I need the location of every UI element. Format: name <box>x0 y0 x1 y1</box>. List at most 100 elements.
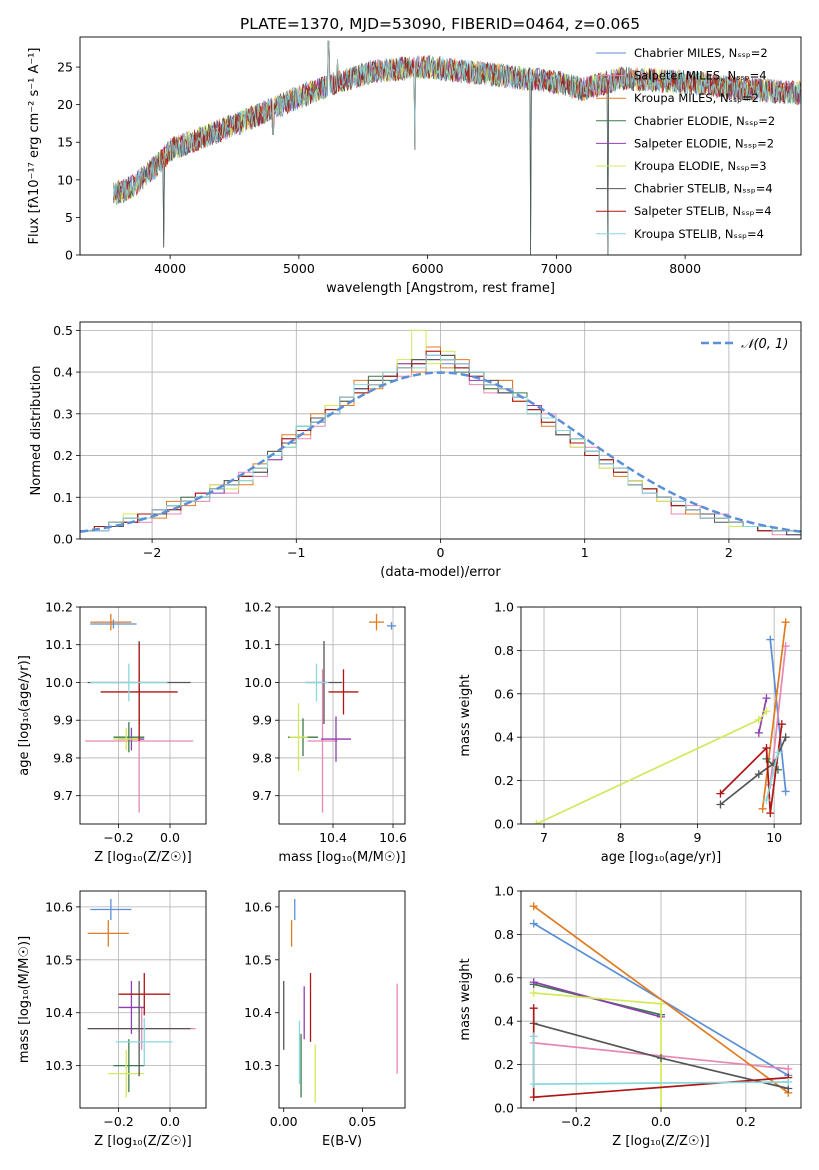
weight-marker-kroupa-stelib <box>784 1077 793 1086</box>
legend-label: Chabrier STELIB, Nₛₛₚ=4 <box>634 182 773 196</box>
y-tick-label: 10.6 <box>45 899 73 914</box>
weight-marker-kroupa-stelib <box>529 1032 538 1041</box>
weight-marker-kroupa-miles <box>758 804 767 813</box>
y-tick-label: 1.0 <box>494 600 514 615</box>
legend: Chabrier MILES, Nₛₛₚ=2 Salpeter MILES, Nₛ… <box>596 46 775 241</box>
x-axis-label: (data-model)/error <box>380 565 501 580</box>
weight-line-kroupa-elodie <box>535 710 768 824</box>
weight-marker-salpeter-stelib <box>777 720 786 729</box>
y-tick-label: 0.4 <box>53 365 73 380</box>
weight-marker-kroupa-miles <box>781 618 790 627</box>
axes-frame <box>79 606 207 825</box>
x-tick-label: 1 <box>581 545 589 560</box>
plot-area <box>521 607 801 824</box>
y-tick-label: 0.4 <box>494 730 514 745</box>
y-tick-label: 9.8 <box>252 750 272 765</box>
y-tick-label: 1.0 <box>494 884 514 899</box>
panel-mass_vs_ebv: 0.00 0.05 10.3 10.4 10.5 10.6 E(B-V) <box>244 890 406 1149</box>
y-tick-label: 0.8 <box>494 643 514 658</box>
plot-area <box>113 40 801 255</box>
legend-label: Kroupa STELIB, Nₛₛₚ=4 <box>634 227 764 241</box>
weight-marker-salpeter-stelib <box>529 1093 538 1102</box>
normal-curve <box>80 371 801 533</box>
weight-marker-salpeter-stelib <box>762 744 771 753</box>
plot-area <box>279 607 405 824</box>
legend-label: Chabrier ELODIE, Nₛₛₚ=2 <box>634 114 775 128</box>
y-tick-label: 0.2 <box>53 448 73 463</box>
weight-line-chabrier-stelib <box>719 736 787 806</box>
weight-marker-kroupa-elodie <box>657 999 665 1008</box>
y-tick-label: 25 <box>57 60 73 75</box>
y-tick-label: 10.5 <box>45 952 73 967</box>
weight-marker-kroupa-stelib <box>529 1080 538 1089</box>
y-tick-label: 10 <box>57 172 73 187</box>
y-tick-label: 10.5 <box>244 952 272 967</box>
y-tick-label: 9.9 <box>252 713 272 728</box>
y-tick-label: 10.4 <box>45 1005 73 1020</box>
legend-label: Salpeter STELIB, Nₛₛₚ=4 <box>634 204 772 218</box>
weight-marker-chabrier-miles <box>766 635 775 644</box>
y-tick-label: 10.0 <box>45 675 73 690</box>
x-axis-label: wavelength [Angstrom, rest frame] <box>326 281 555 296</box>
weight-marker-kroupa-elodie <box>754 715 763 724</box>
y-tick-label: 0.3 <box>53 406 73 421</box>
legend-label: Salpeter ELODIE, Nₛₛₚ=2 <box>634 136 774 150</box>
x-tick-label: −0.2 <box>103 830 133 845</box>
panel-age_vs_mass: 10.4 10.6 9.7 9.8 9.9 10.0 10.1 10.2 mass [log₁₀… <box>244 600 407 866</box>
y-tick-label: 0.2 <box>494 773 514 788</box>
plot-area <box>283 898 398 1103</box>
x-axis-label: E(B-V) <box>322 1134 362 1149</box>
legend-label: Chabrier MILES, Nₛₛₚ=2 <box>634 46 768 60</box>
axes-frame <box>79 321 802 540</box>
weight-marker-chabrier-stelib <box>781 733 790 742</box>
plot-area <box>80 891 206 1108</box>
weight-line-salpeter-elodie <box>533 981 662 1018</box>
weight-line-kroupa-miles <box>533 905 789 1094</box>
y-tick-label: 0.4 <box>494 1014 514 1029</box>
axes-frame <box>79 36 802 256</box>
x-tick-label: 0.0 <box>651 1114 671 1129</box>
x-tick-label: 0.2 <box>736 1114 756 1129</box>
x-tick-label: −1 <box>287 545 305 560</box>
x-tick-label: 7 <box>540 830 548 845</box>
y-axis-label: Normed distribution <box>29 366 44 496</box>
x-tick-label: −0.2 <box>103 1114 133 1129</box>
x-tick-label: 10 <box>766 830 782 845</box>
x-tick-label: 10.6 <box>379 830 407 845</box>
y-tick-label: 10.1 <box>45 637 73 652</box>
x-axis-label: Z [log₁₀(Z/Z☉)] <box>612 1134 709 1149</box>
figure-title: PLATE=1370, MJD=53090, FIBERID=0464, z=0… <box>240 15 640 33</box>
weight-line-kroupa-miles <box>761 622 787 809</box>
x-axis-label: Z [log₁₀(Z/Z☉)] <box>94 1134 191 1149</box>
plot-area <box>521 891 801 1108</box>
legend-label: Kroupa MILES, Nₛₛₚ=2 <box>634 91 759 105</box>
y-tick-label: 10.3 <box>45 1058 73 1073</box>
axes-frame <box>79 890 207 1109</box>
y-tick-label: 20 <box>57 97 73 112</box>
x-tick-label: 4000 <box>154 261 186 276</box>
chart-layer: 4000 5000 6000 7000 80000510152025wavelength… <box>17 36 802 1149</box>
x-tick-label: 10.4 <box>319 830 347 845</box>
weight-marker-chabrier-miles <box>781 787 790 796</box>
weight-marker-kroupa-stelib <box>762 796 771 805</box>
y-tick-label: 0 <box>65 248 73 263</box>
y-tick-label: 0.8 <box>494 927 514 942</box>
weight-marker-salpeter-elodie <box>529 978 538 987</box>
plot-area <box>80 607 206 824</box>
y-tick-label: 0.1 <box>53 490 73 505</box>
x-tick-label: 7000 <box>540 261 572 276</box>
legend-label: Kroupa ELODIE, Nₛₛₚ=3 <box>634 159 767 173</box>
panel-mass_vs_z: −0.2 0.0 10.3 10.4 10.5 10.6 Z [log₁₀(Z/Z☉)] ma… <box>17 890 207 1149</box>
legend-label: 𝒩(0, 1) <box>741 337 788 352</box>
weight-marker-salpeter-stelib <box>766 809 775 818</box>
weight-marker-chabrier-stelib <box>754 770 763 779</box>
x-tick-label: −2 <box>143 545 161 560</box>
y-tick-label: 0.5 <box>53 323 73 338</box>
plot-area <box>80 322 801 539</box>
y-tick-label: 10.2 <box>244 600 272 615</box>
y-tick-label: 15 <box>57 135 73 150</box>
x-tick-label: 0.00 <box>270 1114 298 1129</box>
weight-marker-kroupa-elodie <box>657 1104 665 1108</box>
weight-marker-salpeter-stelib <box>529 1004 538 1013</box>
